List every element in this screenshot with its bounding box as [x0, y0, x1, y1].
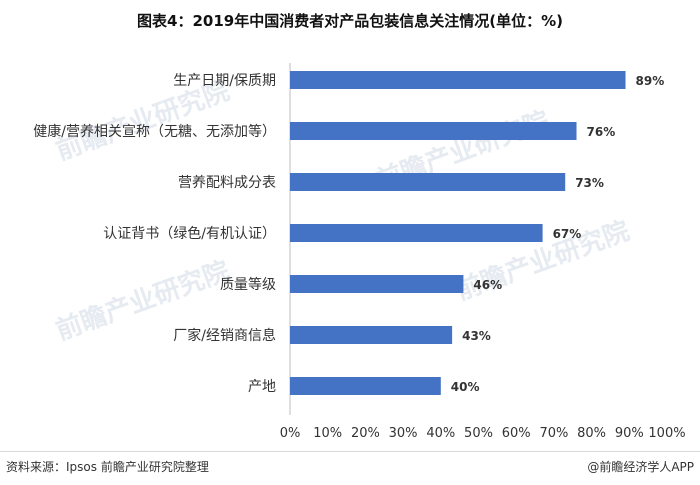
- category-label-3: 认证背书（绿色/有机认证）: [103, 225, 276, 242]
- bar-1: [290, 122, 577, 140]
- category-label-6: 产地: [248, 379, 276, 395]
- value-label-0: 89%: [636, 74, 665, 88]
- x-tick-label-8: 80%: [577, 426, 606, 441]
- x-tick-label-5: 50%: [464, 426, 493, 441]
- watermark: 前瞻产业研究院 前瞻产业研究院 前瞻产业研究院 前瞻产业研究院: [52, 75, 634, 346]
- value-label-2: 73%: [575, 176, 604, 190]
- bar-0: [290, 71, 626, 89]
- category-label-4: 质量等级: [220, 276, 276, 293]
- value-label-3: 67%: [553, 227, 582, 241]
- category-label-5: 厂家/经销商信息: [173, 327, 276, 344]
- chart-title: 图表4：2019年中国消费者对产品包装信息关注情况(单位：%): [137, 12, 563, 30]
- category-label-1: 健康/营养相关宣称（无糖、无添加等）: [33, 123, 276, 140]
- value-label-4: 46%: [473, 278, 502, 292]
- x-tick-label-0: 0%: [280, 426, 301, 441]
- value-label-5: 43%: [462, 329, 491, 343]
- category-label-0: 生产日期/保质期: [173, 73, 276, 89]
- bar-6: [290, 377, 441, 395]
- x-tick-label-3: 30%: [389, 426, 418, 441]
- x-tick-label-7: 70%: [539, 426, 568, 441]
- category-label-2: 营养配料成分表: [178, 175, 276, 191]
- x-tick-label-6: 60%: [502, 426, 531, 441]
- bar-5: [290, 326, 453, 344]
- brand-credit: @前瞻经济学人APP: [587, 460, 694, 474]
- x-tick-label-4: 40%: [426, 426, 455, 441]
- value-label-1: 76%: [587, 125, 616, 139]
- bar-2: [290, 173, 566, 191]
- x-tick-label-10: 100%: [648, 426, 685, 441]
- x-tick-label-1: 10%: [313, 426, 342, 441]
- value-label-6: 40%: [451, 380, 480, 394]
- bar-4: [290, 275, 464, 293]
- x-tick-label-2: 20%: [351, 426, 380, 441]
- source-note: 资料来源：Ipsos 前瞻产业研究院整理: [6, 460, 209, 474]
- bar-3: [290, 224, 543, 242]
- footer-divider: [0, 451, 700, 452]
- x-tick-label-9: 90%: [615, 426, 644, 441]
